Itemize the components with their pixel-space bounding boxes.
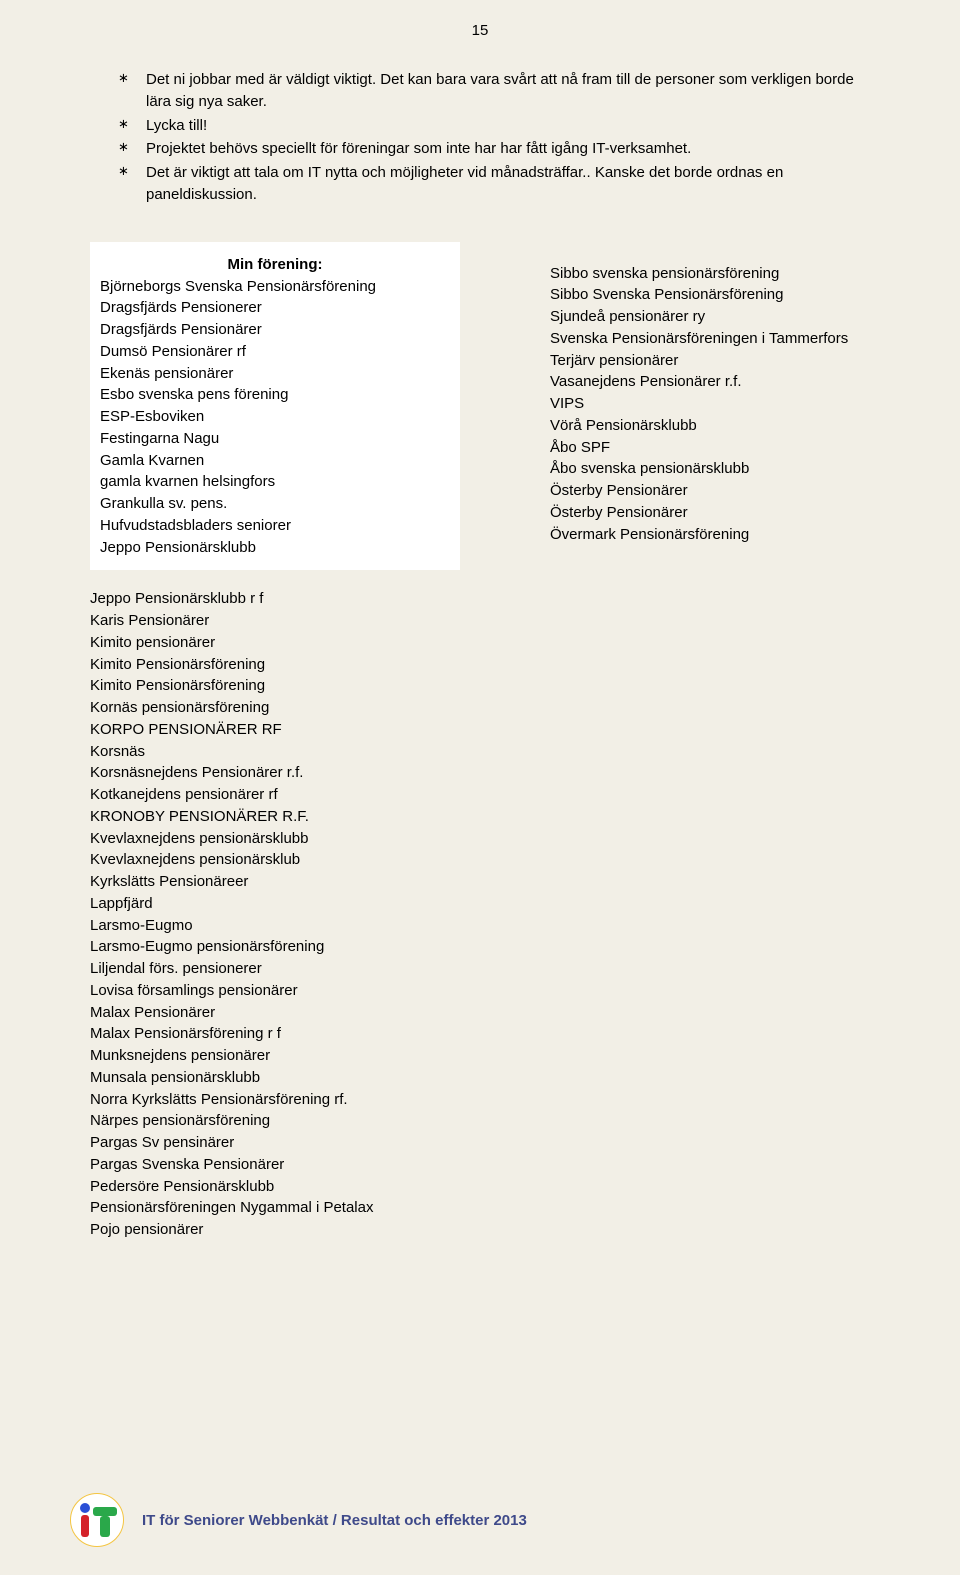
org-line: Larsmo-Eugmo	[90, 915, 460, 937]
org-line: Dragsfjärds Pensionärer	[100, 319, 450, 341]
org-line: Malax Pensionärer	[90, 1002, 460, 1024]
bullet-text: Projektet behövs speciellt för föreninga…	[146, 138, 870, 160]
org-line: Dragsfjärds Pensionerer	[100, 297, 450, 319]
org-line: Björneborgs Svenska Pensionärsförening	[100, 276, 450, 298]
org-line: Grankulla sv. pens.	[100, 493, 450, 515]
org-line: Kvevlaxnejdens pensionärsklubb	[90, 828, 460, 850]
it-logo-icon	[70, 1493, 124, 1547]
org-line: Kvevlaxnejdens pensionärsklub	[90, 849, 460, 871]
org-line: Ekenäs pensionärer	[100, 363, 450, 385]
asterisk-icon: ∗	[118, 138, 146, 157]
org-line: Närpes pensionärsförening	[90, 1110, 460, 1132]
org-line: Pedersöre Pensionärsklubb	[90, 1176, 460, 1198]
org-line: Terjärv pensionärer	[550, 350, 870, 372]
org-line: Kimito pensionärer	[90, 632, 460, 654]
org-line: Jeppo Pensionärsklubb	[100, 537, 450, 559]
org-line: Vörå Pensionärsklubb	[550, 415, 870, 437]
org-line: Festingarna Nagu	[100, 428, 450, 450]
bullet-item: ∗Lycka till!	[118, 115, 870, 137]
org-line: Åbo SPF	[550, 437, 870, 459]
org-line: Kimito Pensionärsförening	[90, 675, 460, 697]
org-title: Min förening:	[100, 256, 450, 273]
org-line: gamla kvarnen helsingfors	[100, 471, 450, 493]
org-line: Kyrkslätts Pensionäreer	[90, 871, 460, 893]
org-line: Kornäs pensionärsförening	[90, 697, 460, 719]
bullet-list: ∗Det ni jobbar med är väldigt viktigt. D…	[118, 69, 870, 206]
org-line: Karis Pensionärer	[90, 610, 460, 632]
page-footer: IT för Seniorer Webbenkät / Resultat och…	[70, 1493, 527, 1547]
org-line: Gamla Kvarnen	[100, 450, 450, 472]
asterisk-icon: ∗	[118, 115, 146, 134]
column-left: Min förening: Björneborgs Svenska Pensio…	[90, 242, 460, 1241]
page-number: 15	[90, 22, 870, 39]
org-line: Korsnäsnejdens Pensionärer r.f.	[90, 762, 460, 784]
footer-text: IT för Seniorer Webbenkät / Resultat och…	[142, 1512, 527, 1529]
org-line: Sibbo svenska pensionärsförening	[550, 263, 870, 285]
org-line: Liljendal förs. pensionerer	[90, 958, 460, 980]
org-line: Munsala pensionärsklubb	[90, 1067, 460, 1089]
bullet-text: Lycka till!	[146, 115, 870, 137]
org-line: Österby Pensionärer	[550, 502, 870, 524]
bullet-text: Det ni jobbar med är väldigt viktigt. De…	[146, 69, 870, 113]
org-line: Vasanejdens Pensionärer r.f.	[550, 371, 870, 393]
org-line: Larsmo-Eugmo pensionärsförening	[90, 936, 460, 958]
org-line: Korsnäs	[90, 741, 460, 763]
org-line: Norra Kyrkslätts Pensionärsförening rf.	[90, 1089, 460, 1111]
org-line: Malax Pensionärsförening r f	[90, 1023, 460, 1045]
bullet-text: Det är viktigt att tala om IT nytta och …	[146, 162, 870, 206]
bullet-item: ∗Det ni jobbar med är väldigt viktigt. D…	[118, 69, 870, 113]
org-line: Hufvudstadsbladers seniorer	[100, 515, 450, 537]
bullet-item: ∗Det är viktigt att tala om IT nytta och…	[118, 162, 870, 206]
org-line: Övermark Pensionärsförening	[550, 524, 870, 546]
org-line: Svenska Pensionärsföreningen i Tammerfor…	[550, 328, 870, 350]
org-line: Pensionärsföreningen Nygammal i Petalax	[90, 1197, 460, 1219]
org-line: Pojo pensionärer	[90, 1219, 460, 1241]
org-list-right: Sibbo svenska pensionärsföreningSibbo Sv…	[550, 263, 870, 546]
org-line: Lovisa församlings pensionärer	[90, 980, 460, 1002]
org-line: Dumsö Pensionärer rf	[100, 341, 450, 363]
org-line: KRONOBY PENSIONÄRER R.F.	[90, 806, 460, 828]
org-line: ESP-Esboviken	[100, 406, 450, 428]
bullet-item: ∗Projektet behövs speciellt för förening…	[118, 138, 870, 160]
org-line: Pargas Sv pensinärer	[90, 1132, 460, 1154]
two-column-section: Min förening: Björneborgs Svenska Pensio…	[90, 242, 870, 1241]
org-line: Jeppo Pensionärsklubb r f	[90, 588, 460, 610]
org-line: Sibbo Svenska Pensionärsförening	[550, 284, 870, 306]
org-line: Kotkanejdens pensionärer rf	[90, 784, 460, 806]
org-line: Österby Pensionärer	[550, 480, 870, 502]
asterisk-icon: ∗	[118, 69, 146, 88]
org-line: Åbo svenska pensionärsklubb	[550, 458, 870, 480]
org-line: Kimito Pensionärsförening	[90, 654, 460, 676]
org-list-left-top: Björneborgs Svenska PensionärsföreningDr…	[100, 276, 450, 559]
org-line: KORPO PENSIONÄRER RF	[90, 719, 460, 741]
org-title-box: Min förening: Björneborgs Svenska Pensio…	[90, 242, 460, 571]
org-line: Esbo svenska pens förening	[100, 384, 450, 406]
org-line: Pargas Svenska Pensionärer	[90, 1154, 460, 1176]
org-line: VIPS	[550, 393, 870, 415]
org-line: Sjundeå pensionärer ry	[550, 306, 870, 328]
column-right: Sibbo svenska pensionärsföreningSibbo Sv…	[550, 242, 870, 1241]
asterisk-icon: ∗	[118, 162, 146, 181]
org-line: Munksnejdens pensionärer	[90, 1045, 460, 1067]
org-list-left-rest: Jeppo Pensionärsklubb r fKaris Pensionär…	[90, 588, 460, 1241]
org-line: Lappfjärd	[90, 893, 460, 915]
document-page: 15 ∗Det ni jobbar med är väldigt viktigt…	[0, 0, 960, 1575]
